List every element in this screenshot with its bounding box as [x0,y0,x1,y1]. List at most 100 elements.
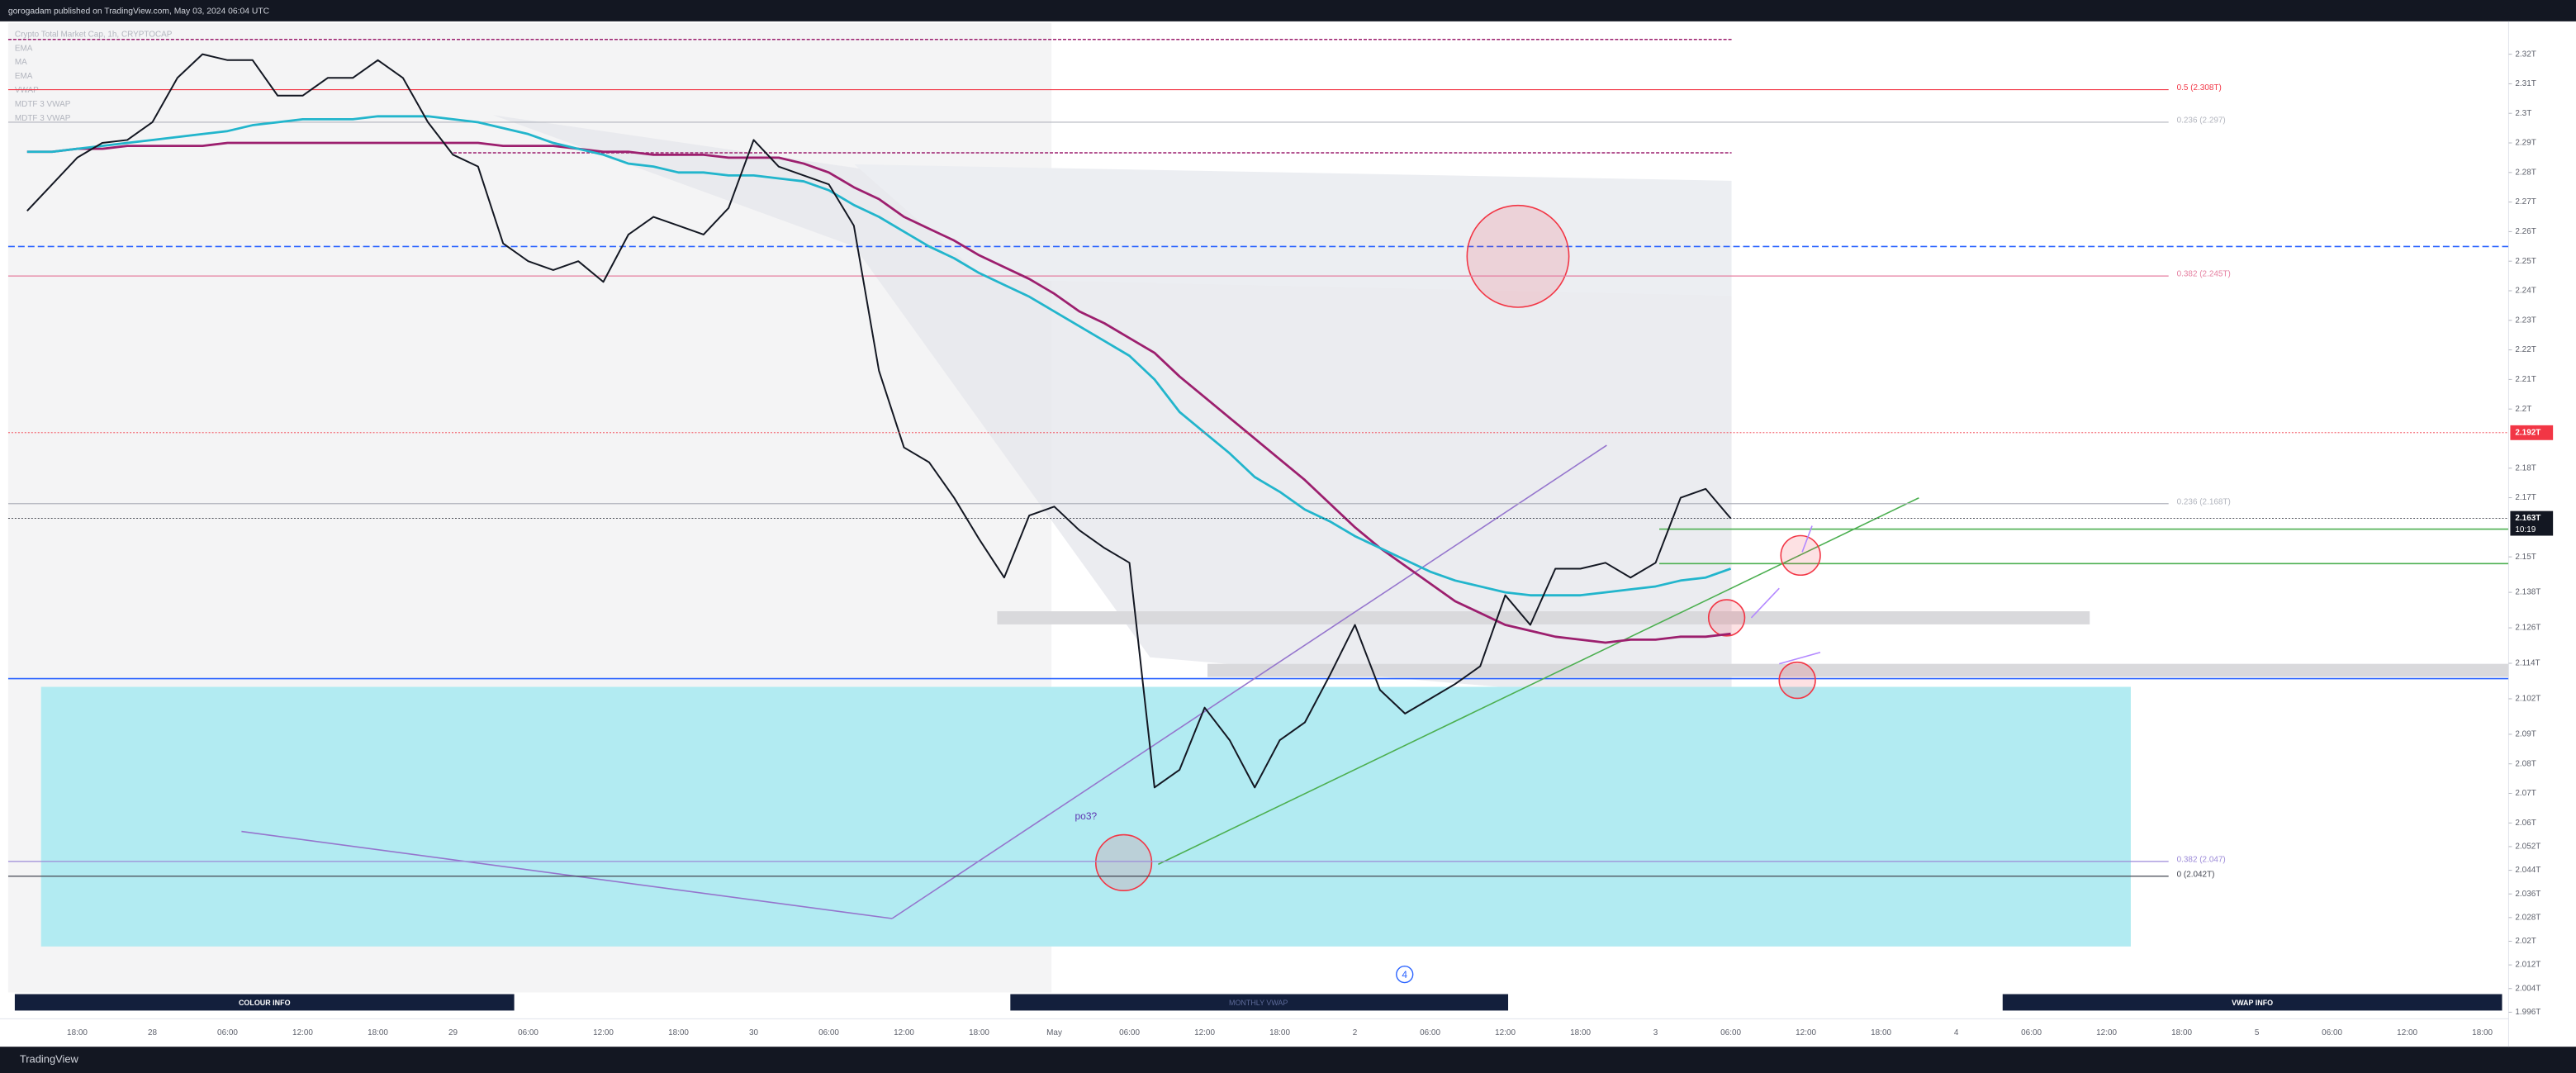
button-label: VWAP INFO [2232,999,2273,1007]
x-tick-label: 18:00 [1269,1028,1290,1037]
x-tick-label: 18:00 [1871,1028,1891,1037]
info-button[interactable] [14,994,515,1011]
price-tag-label: 2.192T [2515,428,2540,437]
price-tag [2510,425,2554,440]
y-tick-label: 2.044T [2515,866,2540,875]
y-tick-label: 2.3T [2515,109,2531,118]
event-label: 4 [1402,969,1407,980]
y-tick-label: 2.102T [2515,695,2540,704]
series-line [26,115,1732,597]
x-tick-label: 18:00 [368,1028,388,1037]
plot: 2.32T 2.31T 2.3T 2.29T 2.28T 2.27T 2.26T 2.25T 2… [7,50,2554,1037]
y-tick-label: 2.126T [2515,624,2540,633]
y-tick-label: 2.24T [2515,287,2536,296]
y-tick-label: 2.028T [2515,913,2540,922]
legend-entry: MDTF 3 VWAP [15,100,71,109]
y-tick-label: 2.23T [2515,316,2536,325]
fib-label: 0 (2.042T) [2177,870,2215,879]
highlight-circle [1778,661,1816,700]
fib-label: 0.5 (2.308T) [2177,83,2222,93]
y-tick-label: 2.06T [2515,819,2536,828]
x-tick-label: 12:00 [2096,1028,2117,1037]
x-tick-label: 12:00 [894,1028,914,1037]
vwap-band [854,164,1732,297]
x-tick-label: 06:00 [818,1028,839,1037]
footer-bar [0,1047,2576,1073]
x-tick-label: 12:00 [2397,1028,2417,1037]
legend-entry: VWAP [15,86,39,95]
y-tick-label: 2.15T [2515,553,2536,562]
legend-entry: MA [15,58,27,67]
y-tick-label: 2.17T [2515,493,2536,502]
y-tick-label: 2.114T [2515,659,2540,668]
x-tick-label: 06:00 [2021,1028,2042,1037]
x-tick-label: 18:00 [969,1028,989,1037]
highlight-circle [1094,833,1153,891]
x-tick-label: 06:00 [1420,1028,1440,1037]
x-tick-label: 2 [1353,1028,1358,1037]
x-tick-label: 06:00 [2322,1028,2342,1037]
x-tick-label: 12:00 [593,1028,614,1037]
y-tick-label: 2.036T [2515,890,2540,899]
fib-label: 0.236 (2.168T) [2177,497,2231,506]
legend-entry: MDTF 3 VWAP [15,114,71,123]
legend-entry: EMA [15,44,33,53]
x-tick-label: 18:00 [1570,1028,1591,1037]
header-text: gorogadam published on TradingView.com, … [8,7,270,17]
zone-box [40,686,2131,947]
legend: Crypto Total Market Cap, 1h, CRYPTOCAP EM… [15,30,173,122]
event-marker[interactable] [1396,966,1414,984]
x-tick-label: May [1046,1028,1062,1037]
y-tick-label: 2.26T [2515,227,2536,236]
series-line [26,141,1731,644]
arrow [1750,525,1821,665]
legend-entry: EMA [15,72,33,81]
y-tick-label: 2.138T [2515,588,2540,597]
zone-box [1207,663,2509,677]
y-tick-label: 2.2T [2515,405,2531,414]
y-tick-label: 2.09T [2515,730,2536,739]
x-tick-label: 30 [749,1028,759,1037]
series-line [26,53,1732,789]
y-tick-label: 2.02T [2515,937,2536,946]
y-tick-label: 2.07T [2515,789,2536,798]
x-tick-label: 4 [1954,1028,1959,1037]
fib-label: 0.382 (2.047) [2177,855,2226,864]
x-tick-label: 06:00 [217,1028,238,1037]
info-button[interactable] [2002,994,2502,1011]
y-tick-label: 2.22T [2515,345,2536,354]
info-button[interactable] [1010,994,1509,1011]
button-label: MONTHLY VWAP [1229,999,1288,1007]
y-tick-label: 2.29T [2515,139,2536,148]
highlight-circle [1466,204,1570,308]
price-tag [2510,510,2554,536]
trend-line [891,444,1607,919]
trend-line [241,830,893,919]
fib-label: 0.236 (2.297) [2177,116,2226,126]
y-tick-label: 2.18T [2515,463,2536,472]
annotation: po3? [1075,810,1098,822]
trend-line [1158,497,1919,866]
y-tick-label: 2.052T [2515,843,2540,852]
footer-text: TradingView [20,1052,79,1065]
header-bar [0,0,2576,21]
y-tick-label: 2.28T [2515,168,2536,177]
x-tick-label: 5 [2255,1028,2260,1037]
x-tick-label: 28 [148,1028,158,1037]
y-tick-label: 1.996T [2515,1008,2540,1017]
fib-label: 0.382 (2.245T) [2177,270,2231,279]
legend-entry: Crypto Total Market Cap, 1h, CRYPTOCAP [15,30,173,39]
x-tick-label: 18:00 [2171,1028,2192,1037]
y-tick-label: 2.27T [2515,197,2536,207]
button-label: COLOUR INFO [239,999,291,1007]
countdown-label: 10:19 [2515,525,2536,534]
zone-box [997,611,2090,624]
x-tick-label: 18:00 [2472,1028,2493,1037]
x-tick-label: 06:00 [518,1028,538,1037]
x-tick-label: 06:00 [1119,1028,1140,1037]
x-tick-label: 29 [448,1028,458,1037]
x-tick-label: 18:00 [67,1028,88,1037]
x-tick-label: 06:00 [1720,1028,1741,1037]
x-tick-label: 3 [1653,1028,1658,1037]
